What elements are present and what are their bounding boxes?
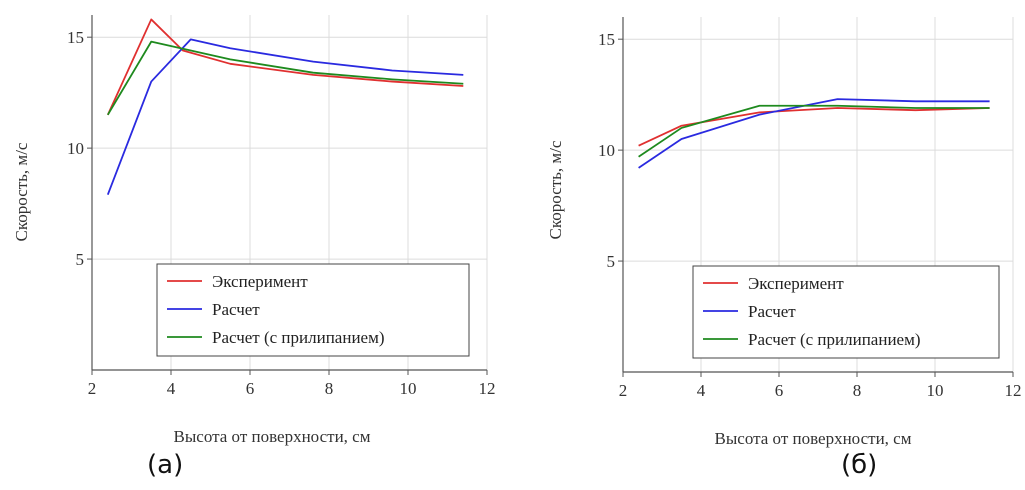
x-tick-label: 6	[775, 381, 784, 400]
chart-panel-b: 2 4 6 8 10 12 5 10 15 Высота от поверхности, см Ск…	[513, 0, 1025, 490]
x-tick-label: 10	[400, 379, 417, 398]
legend-box	[692, 265, 1000, 359]
legend-label: Расчет	[212, 300, 260, 319]
y-tick-label: 15	[598, 30, 615, 49]
x-tick-label: 4	[697, 381, 706, 400]
x-tick-label: 8	[853, 381, 862, 400]
y-tick-label: 10	[67, 139, 84, 158]
series-line-1	[638, 107, 990, 147]
legend: Эксперимент Расчет Расчет (с прилипанием)	[156, 263, 470, 357]
x-tick-label: 4	[167, 379, 176, 398]
legend-label: Расчет (с прилипанием)	[748, 330, 921, 349]
x-tick-label: 12	[1005, 381, 1022, 400]
y-axis-title: Скорость, м/с	[546, 140, 565, 239]
series-line-2	[638, 98, 990, 169]
legend-box	[156, 263, 470, 357]
chart-panel-a: 2 4 6 8 10 12 5 10 15 Высота от поверхности, см Ск…	[0, 0, 512, 490]
x-tick-label: 12	[479, 379, 496, 398]
series-line-1	[106, 18, 464, 116]
panel-caption-a: (а)	[147, 450, 184, 480]
x-tick-label: 2	[619, 381, 628, 400]
chart-b: 2 4 6 8 10 12 5 10 15 Высота от поверхности, см Ск…	[546, 17, 1022, 448]
legend-label: Эксперимент	[748, 274, 844, 293]
panel-caption-b: (б)	[841, 450, 878, 480]
legend-label: Расчет (с прилипанием)	[212, 328, 385, 347]
x-tick-label: 8	[325, 379, 334, 398]
y-axis-title: Скорость, м/с	[12, 142, 31, 241]
series-line-3	[638, 104, 990, 158]
legend-label: Расчет	[748, 302, 796, 321]
y-tick-label: 10	[598, 141, 615, 160]
chart-a: 2 4 6 8 10 12 5 10 15 Высота от поверхности, см Ск…	[12, 15, 496, 446]
x-axis-title: Высота от поверхности, см	[174, 427, 371, 446]
y-tick-label: 5	[607, 252, 616, 271]
x-tick-label: 10	[927, 381, 944, 400]
legend-label: Эксперимент	[212, 272, 308, 291]
series-line-2	[106, 38, 464, 196]
y-tick-label: 5	[76, 250, 85, 269]
y-tick-label: 15	[67, 28, 84, 47]
legend: Эксперимент Расчет Расчет (с прилипанием)	[692, 265, 1000, 359]
series-line-3	[107, 40, 464, 116]
x-tick-label: 2	[88, 379, 97, 398]
x-axis-title: Высота от поверхности, см	[715, 429, 912, 448]
x-tick-label: 6	[246, 379, 255, 398]
